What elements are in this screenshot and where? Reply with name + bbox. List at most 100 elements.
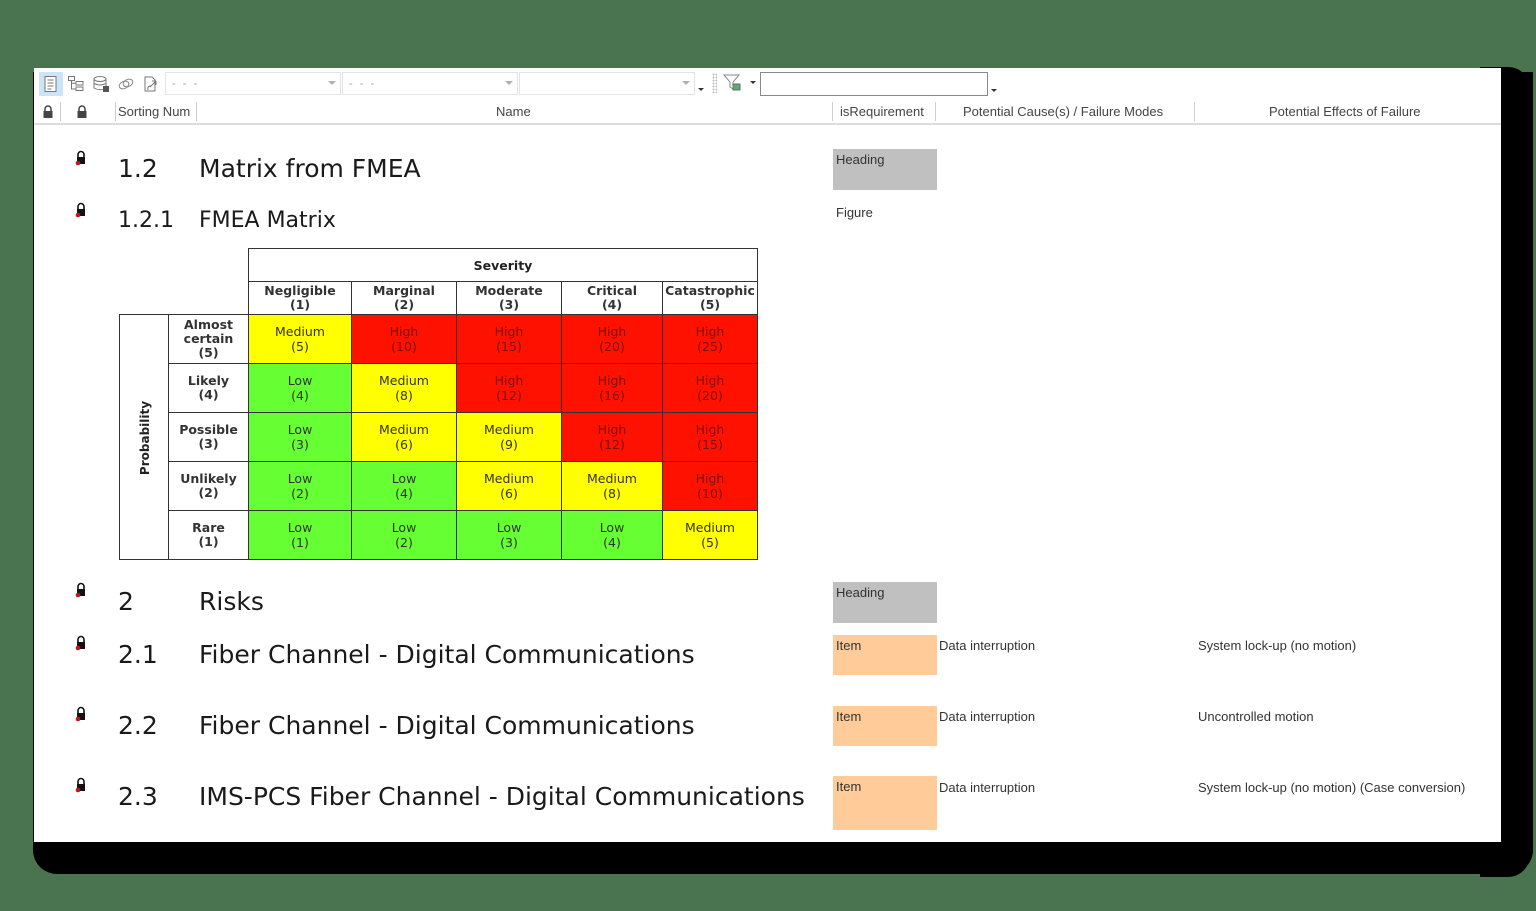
filter-combo-1[interactable]: - - - bbox=[165, 72, 341, 95]
fmea-document-window: - - - - - - Sorting Num Name isRequireme… bbox=[34, 68, 1501, 842]
row-number: 1.2.1 bbox=[118, 208, 174, 233]
type-badge-figure[interactable]: Figure bbox=[836, 205, 873, 220]
risk-level: Low bbox=[599, 520, 625, 535]
severity-score: (4) bbox=[601, 297, 623, 312]
column-name[interactable]: Name bbox=[496, 104, 531, 119]
row-title[interactable]: IMS-PCS Fiber Channel - Digital Communic… bbox=[199, 782, 805, 811]
potential-effect[interactable]: Uncontrolled motion bbox=[1198, 709, 1314, 724]
lock-icon[interactable] bbox=[77, 105, 87, 118]
type-badge-item[interactable]: Item bbox=[833, 635, 937, 675]
row-title[interactable]: Fiber Channel - Digital Communications bbox=[199, 640, 695, 669]
risk-score: (5) bbox=[291, 339, 309, 354]
severity-name: Catastrophic bbox=[665, 283, 755, 298]
potential-cause[interactable]: Data interruption bbox=[939, 638, 1036, 653]
probability-header-unlikely: Unlikely (2) bbox=[168, 461, 249, 511]
risk-cell-low: Low (3) bbox=[456, 510, 562, 560]
potential-cause[interactable]: Data interruption bbox=[939, 780, 1036, 795]
column-header-row: Sorting Num Name isRequirement Potential… bbox=[34, 99, 1501, 125]
risk-score: (15) bbox=[697, 437, 723, 452]
risk-score: (25) bbox=[697, 339, 723, 354]
probability-label: Probability bbox=[119, 314, 169, 560]
risk-level: High bbox=[597, 422, 627, 437]
severity-label: Severity bbox=[248, 248, 758, 282]
database-button[interactable] bbox=[89, 72, 113, 96]
risk-cell-medium: Medium (5) bbox=[662, 510, 758, 560]
severity-name: Moderate bbox=[475, 283, 543, 298]
search-dropdown-icon[interactable] bbox=[991, 89, 997, 92]
risk-level: Low bbox=[287, 373, 313, 388]
lock-icon[interactable] bbox=[75, 635, 87, 651]
risk-score: (6) bbox=[500, 486, 518, 501]
export-button[interactable] bbox=[139, 72, 163, 96]
risk-score: (16) bbox=[599, 388, 625, 403]
risk-level: High bbox=[597, 324, 627, 339]
risk-level: Medium bbox=[685, 520, 735, 535]
risk-score: (10) bbox=[391, 339, 417, 354]
severity-header-marginal: Marginal (2) bbox=[351, 281, 457, 315]
severity-header-moderate: Moderate (3) bbox=[456, 281, 562, 315]
filter-combo-3[interactable] bbox=[519, 72, 695, 95]
column-separator[interactable] bbox=[60, 102, 61, 121]
risk-score: (5) bbox=[701, 535, 719, 550]
row-title[interactable]: FMEA Matrix bbox=[199, 208, 336, 233]
toolbar-grip[interactable] bbox=[712, 73, 717, 93]
row-number: 2.1 bbox=[118, 640, 158, 669]
risk-level: High bbox=[695, 422, 725, 437]
row-title[interactable]: Matrix from FMEA bbox=[199, 154, 421, 183]
severity-header-catastrophic: Catastrophic (5) bbox=[662, 281, 758, 315]
type-badge-heading[interactable]: Heading bbox=[833, 149, 937, 190]
filter-dropdown-icon[interactable] bbox=[750, 81, 756, 84]
document-view-button[interactable] bbox=[39, 71, 63, 96]
type-badge-heading[interactable]: Heading bbox=[833, 582, 937, 623]
lock-icon[interactable] bbox=[75, 582, 87, 598]
risk-level: High bbox=[695, 324, 725, 339]
lock-icon[interactable] bbox=[75, 777, 87, 793]
column-sorting-num[interactable]: Sorting Num bbox=[118, 104, 191, 119]
column-separator[interactable] bbox=[935, 102, 936, 121]
toolbar-overflow-icon[interactable] bbox=[698, 88, 704, 91]
type-badge-item[interactable]: Item bbox=[833, 776, 937, 830]
lock-icon[interactable] bbox=[43, 105, 53, 118]
probability-header-possible: Possible (3) bbox=[168, 412, 249, 462]
column-separator[interactable] bbox=[1194, 102, 1195, 121]
probability-header-rare: Rare (1) bbox=[168, 510, 249, 560]
risk-cell-high: High (25) bbox=[662, 314, 758, 364]
risk-score: (8) bbox=[603, 486, 621, 501]
risk-score: (4) bbox=[395, 486, 413, 501]
row-title[interactable]: Risks bbox=[199, 587, 264, 616]
risk-level: Medium bbox=[275, 324, 325, 339]
potential-effect[interactable]: System lock-up (no motion) bbox=[1198, 638, 1357, 653]
lock-icon[interactable] bbox=[75, 150, 87, 166]
type-badge-item[interactable]: Item bbox=[833, 706, 937, 746]
column-potential-effects[interactable]: Potential Effects of Failure bbox=[1269, 104, 1421, 119]
column-separator[interactable] bbox=[115, 102, 116, 121]
risk-level: High bbox=[494, 373, 524, 388]
severity-score: (2) bbox=[393, 297, 415, 312]
lock-icon[interactable] bbox=[75, 706, 87, 722]
potential-effect[interactable]: System lock-up (no motion) (Case convers… bbox=[1198, 780, 1466, 795]
filter-combo-2-value: - - - bbox=[349, 77, 377, 90]
probability-name: Unlikely bbox=[180, 471, 237, 486]
filter-button[interactable] bbox=[722, 73, 744, 93]
filter-combo-2[interactable]: - - - bbox=[342, 72, 518, 95]
column-separator[interactable] bbox=[832, 102, 833, 121]
row-number: 2 bbox=[118, 587, 134, 616]
potential-cause[interactable]: Data interruption bbox=[939, 709, 1036, 724]
tree-view-button[interactable] bbox=[64, 72, 88, 96]
chevron-down-icon bbox=[682, 81, 690, 85]
lock-icon[interactable] bbox=[75, 202, 87, 218]
risk-level: High bbox=[494, 324, 524, 339]
risk-cell-medium: Medium (5) bbox=[248, 314, 352, 364]
risk-cell-medium: Medium (6) bbox=[456, 461, 562, 511]
column-is-requirement[interactable]: isRequirement bbox=[840, 104, 924, 119]
risk-level: Medium bbox=[587, 471, 637, 486]
risk-cell-low: Low (1) bbox=[248, 510, 352, 560]
column-separator[interactable] bbox=[196, 102, 197, 121]
column-potential-causes[interactable]: Potential Cause(s) / Failure Modes bbox=[963, 104, 1164, 119]
link-button[interactable] bbox=[114, 72, 138, 96]
row-title[interactable]: Fiber Channel - Digital Communications bbox=[199, 711, 695, 740]
risk-level: Medium bbox=[484, 422, 534, 437]
link-icon bbox=[118, 78, 134, 89]
search-input[interactable] bbox=[760, 72, 988, 96]
toolbar: - - - - - - bbox=[34, 68, 1501, 99]
